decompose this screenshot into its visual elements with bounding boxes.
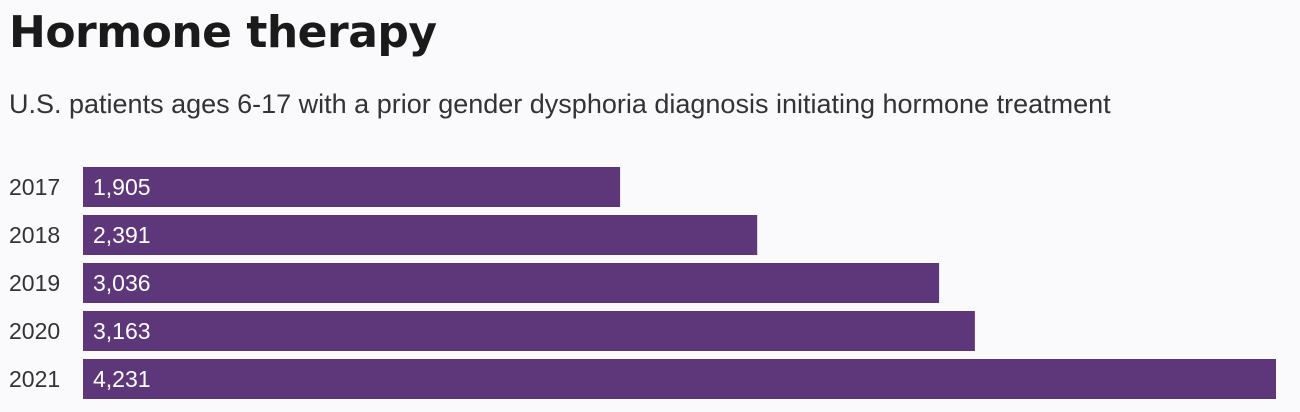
chart-title: Hormone therapy xyxy=(9,7,437,58)
bar-2020 xyxy=(83,311,975,351)
y-tick-label: 2021 xyxy=(9,366,60,392)
bar-value-label: 1,905 xyxy=(93,174,151,200)
y-tick-label: 2020 xyxy=(9,318,60,344)
bar-2021 xyxy=(83,359,1276,399)
y-tick-label: 2019 xyxy=(9,270,60,296)
bar-value-label: 3,163 xyxy=(93,318,151,344)
bar-value-label: 3,036 xyxy=(93,270,151,296)
bar-value-label: 4,231 xyxy=(93,366,151,392)
y-tick-label: 2017 xyxy=(9,174,60,200)
bar-2018 xyxy=(83,215,758,255)
bar-2017 xyxy=(83,167,621,207)
chart-subtitle: U.S. patients ages 6-17 with a prior gen… xyxy=(9,89,1111,119)
bar-2019 xyxy=(83,263,940,303)
y-tick-label: 2018 xyxy=(9,222,60,248)
bar-value-label: 2,391 xyxy=(93,222,151,248)
